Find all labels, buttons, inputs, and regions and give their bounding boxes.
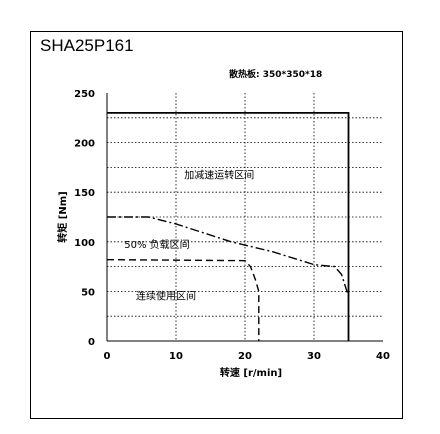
series-dashed-line bbox=[106, 258, 260, 341]
x-tick-label: 30 bbox=[307, 351, 321, 362]
x-tick-label: 0 bbox=[104, 351, 111, 362]
region-annotation: 加减速运转区间 bbox=[184, 168, 254, 181]
y-tick-label: 250 bbox=[74, 89, 95, 100]
y-tick-label: 50 bbox=[81, 287, 95, 298]
region-annotation: 50% 负载区间 bbox=[124, 238, 189, 251]
x-tick-label: 20 bbox=[238, 351, 252, 362]
y-tick-label: 200 bbox=[74, 139, 95, 150]
series-dash-dot-line bbox=[107, 216, 350, 297]
x-tick-label: 10 bbox=[169, 351, 183, 362]
series-solid-line bbox=[107, 111, 350, 341]
x-tick-label: 40 bbox=[376, 351, 390, 362]
y-axis-label: 转矩 [Nm] bbox=[56, 191, 69, 242]
x-axis-label: 转速 [r/min] bbox=[220, 366, 282, 379]
y-tick-label: 150 bbox=[74, 188, 95, 199]
y-tick-label: 100 bbox=[74, 238, 95, 249]
chart-title: SHA25P161 bbox=[40, 36, 134, 55]
region-annotation: 连续使用区间 bbox=[136, 289, 196, 302]
y-tick-label: 0 bbox=[88, 337, 95, 348]
chart-frame bbox=[30, 31, 403, 419]
heatsink-note: 散热板: 350*350*18 bbox=[229, 70, 323, 80]
